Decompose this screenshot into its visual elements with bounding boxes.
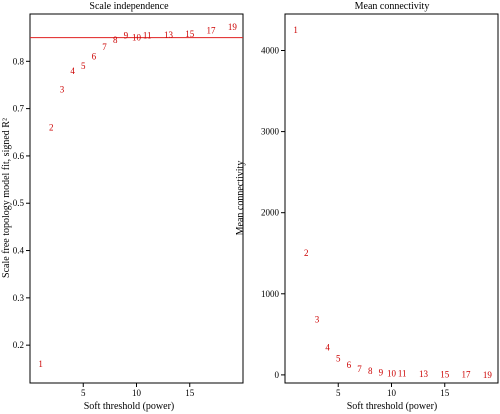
x-axis-label: Soft threshold (power) xyxy=(347,401,438,412)
point-label-9: 9 xyxy=(379,367,384,377)
point-label-6: 6 xyxy=(92,52,97,62)
y-tick-label: 0 xyxy=(275,370,280,380)
point-label-9: 9 xyxy=(124,30,129,40)
point-label-1: 1 xyxy=(38,359,43,369)
point-label-15: 15 xyxy=(185,29,195,39)
y-tick-label: 0.6 xyxy=(13,151,25,161)
point-label-2: 2 xyxy=(49,123,54,133)
y-tick-label: 0.5 xyxy=(13,198,25,208)
point-label-17: 17 xyxy=(462,370,472,380)
y-tick-label: 0.7 xyxy=(13,104,25,114)
mean-connectivity-panel: Mean connectivity 5 10 1501000200030004000… xyxy=(235,1,499,412)
panel-title: Mean connectivity xyxy=(355,1,430,12)
point-label-8: 8 xyxy=(113,35,118,45)
y-tick-label: 0.4 xyxy=(13,246,25,256)
point-label-13: 13 xyxy=(164,30,174,40)
x-tick-label: 10 xyxy=(132,388,142,398)
point-label-3: 3 xyxy=(315,315,320,325)
y-tick-label: 0.3 xyxy=(13,293,25,303)
x-tick-label: 5 xyxy=(336,388,341,398)
point-label-10: 10 xyxy=(132,33,142,43)
point-label-5: 5 xyxy=(336,354,341,364)
y-axis-label: Mean connectivity xyxy=(235,161,246,236)
point-label-15: 15 xyxy=(440,370,450,380)
point-label-8: 8 xyxy=(368,366,373,376)
point-label-3: 3 xyxy=(60,85,65,95)
y-tick-label: 1000 xyxy=(261,289,280,299)
point-label-11: 11 xyxy=(398,369,407,379)
x-tick-label: 15 xyxy=(185,388,195,398)
point-label-13: 13 xyxy=(419,369,429,379)
point-label-11: 11 xyxy=(143,30,152,40)
point-label-7: 7 xyxy=(102,42,107,52)
plot-frame xyxy=(29,13,244,384)
x-tick-label: 10 xyxy=(387,388,397,398)
axis-ticks: 5 10 15 0 1000 2000 3000 4000 xyxy=(261,45,450,398)
x-axis-label: Soft threshold (power) xyxy=(84,401,175,412)
point-label-5: 5 xyxy=(81,61,86,71)
x-tick-label: 5 xyxy=(81,388,86,398)
y-axis-label: Scale free topology model fit, signed R² xyxy=(1,118,12,278)
y-tick-label: 2000 xyxy=(261,208,280,218)
x-tick-label: 15 xyxy=(440,388,450,398)
y-tick-label: 0.8 xyxy=(13,56,25,66)
axis-ticks: 5 10 150.20.30.40.50.60.70.8 xyxy=(13,56,195,398)
point-label-6: 6 xyxy=(347,360,352,370)
y-tick-label: 4000 xyxy=(261,45,280,55)
point-label-2: 2 xyxy=(304,248,309,258)
scale-independence-panel: Scale independence 5 10 150.20.30.40.50.60… xyxy=(1,1,244,412)
y-tick-label: 0.2 xyxy=(13,340,24,350)
point-label-4: 4 xyxy=(70,66,75,76)
point-label-4: 4 xyxy=(325,342,330,352)
panel-title: Scale independence xyxy=(89,1,169,12)
point-label-19: 19 xyxy=(483,370,493,380)
plot-frame xyxy=(284,13,499,384)
point-label-17: 17 xyxy=(207,26,217,36)
point-label-7: 7 xyxy=(357,364,362,374)
point-label-19: 19 xyxy=(228,22,238,32)
y-tick-label: 3000 xyxy=(261,127,280,137)
point-label-1: 1 xyxy=(293,25,298,35)
point-label-10: 10 xyxy=(387,368,397,378)
